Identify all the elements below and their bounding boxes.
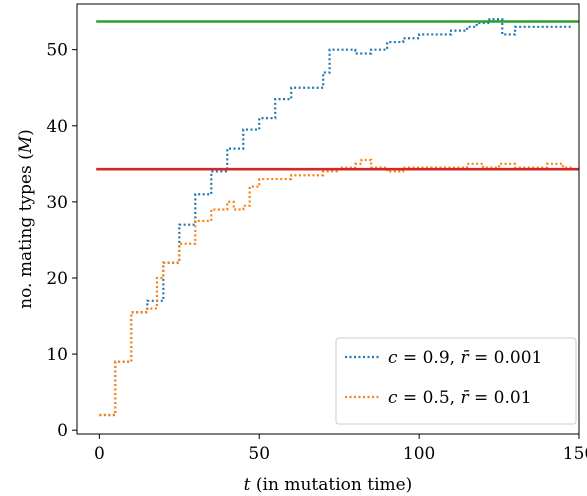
plot-area: [96, 18, 579, 417]
x-tick-label: 0: [94, 444, 105, 464]
legend-var-rbar: r̄: [460, 348, 469, 368]
x-axis-label-var: t: [244, 475, 251, 495]
y-tick-label: 40: [46, 117, 68, 137]
legend-comma: ,: [450, 388, 461, 408]
legend-eq: =: [469, 348, 494, 368]
legend-r-value: 0.001: [494, 348, 543, 368]
legend-r-value: 0.01: [494, 388, 532, 408]
legend-eq: =: [398, 388, 423, 408]
legend-eq: =: [398, 348, 423, 368]
y-axis-ticks: 0 10 20 30 40 50: [46, 41, 77, 441]
series-line-2: [99, 158, 573, 417]
y-tick-label: 50: [46, 41, 68, 61]
y-tick-label: 30: [46, 193, 68, 213]
y-axis-label-var: M: [16, 135, 36, 154]
x-tick-label: 50: [248, 444, 270, 464]
legend-box: [335, 337, 577, 425]
y-axis-label: no. mating types (M): [16, 129, 36, 309]
legend: c = 0.9, r̄ = 0.001 c = 0.5, r̄ = 0.01: [335, 337, 577, 425]
x-axis-label: t (in mutation time): [244, 475, 413, 495]
legend-c-value: 0.5: [423, 388, 450, 408]
x-axis-label-rest: (in mutation time): [251, 475, 413, 495]
legend-comma: ,: [450, 348, 461, 368]
y-tick-label: 0: [57, 421, 68, 441]
legend-var-rbar: r̄: [460, 388, 469, 408]
legend-c-value: 0.9: [423, 348, 450, 368]
y-axis-label-end: ): [16, 129, 36, 136]
y-axis-label-main: no. mating types (: [16, 153, 36, 309]
y-tick-label: 10: [46, 345, 68, 365]
x-tick-label: 150: [563, 444, 587, 464]
x-tick-label: 100: [403, 444, 435, 464]
legend-var-c: c: [388, 348, 398, 368]
legend-label-series-1: c = 0.9, r̄ = 0.001: [388, 348, 542, 368]
legend-label-series-2: c = 0.5, r̄ = 0.01: [388, 388, 532, 408]
legend-var-c: c: [388, 388, 398, 408]
legend-eq: =: [469, 388, 494, 408]
series-line-1: [99, 18, 573, 417]
axes-frame: [76, 3, 580, 435]
x-axis-ticks: 0 50 100 150: [94, 434, 587, 464]
y-tick-label: 20: [46, 269, 68, 289]
